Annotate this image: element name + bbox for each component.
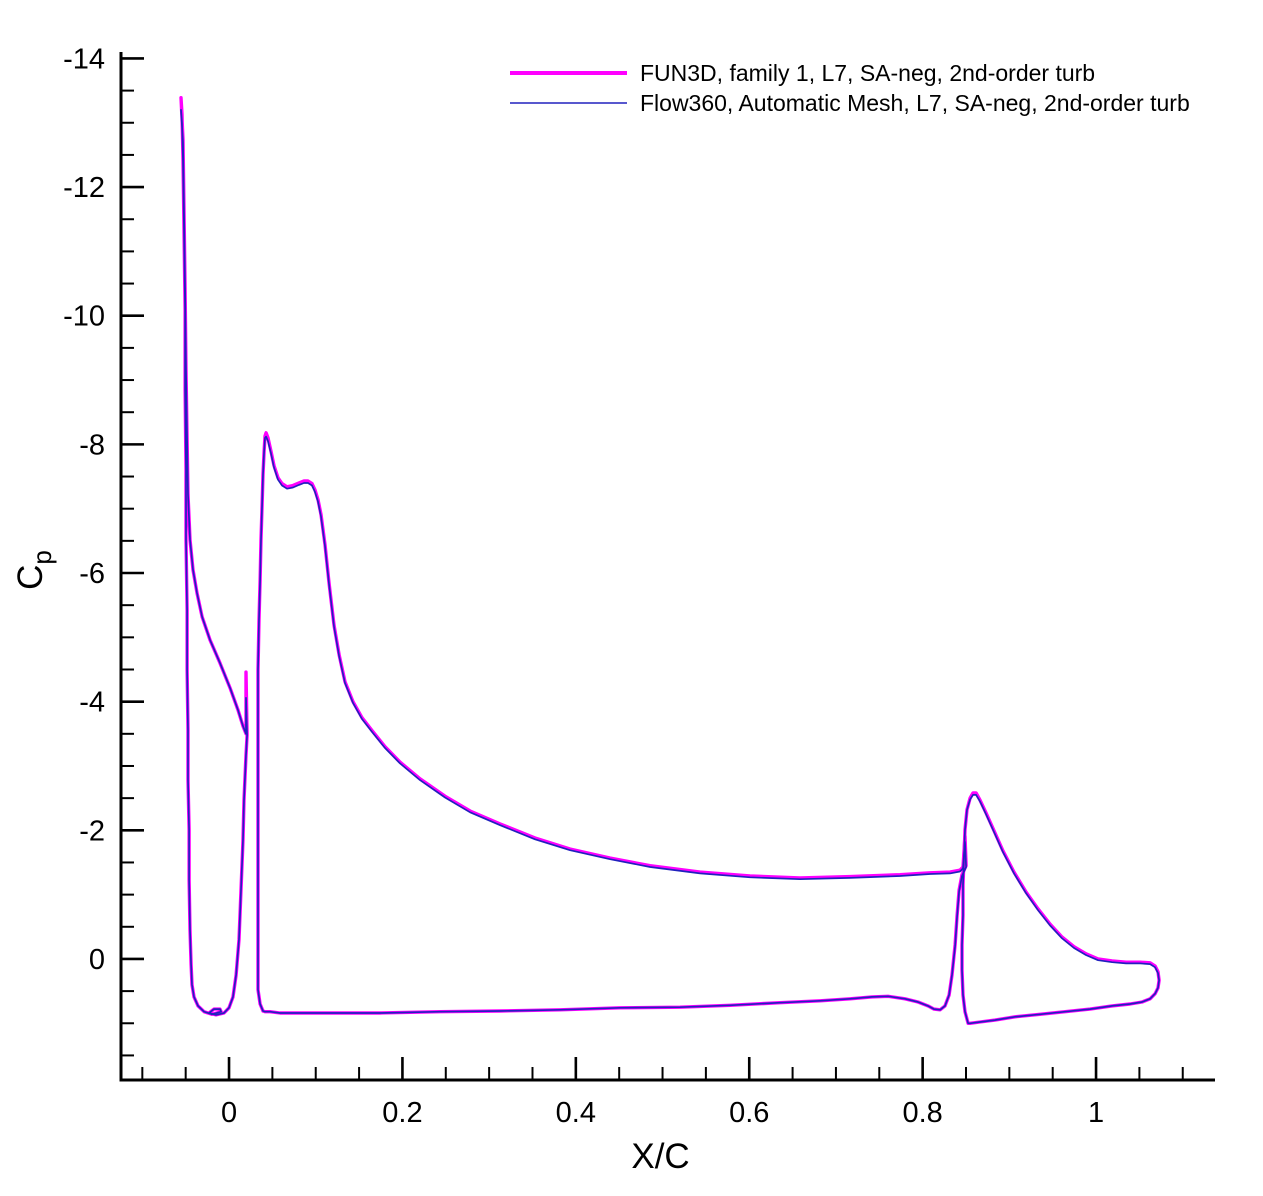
y-tick-label: -4 bbox=[79, 687, 105, 719]
series-line-flow360 bbox=[180, 109, 248, 1016]
y-axis-title: Cp bbox=[11, 550, 57, 590]
legend-label-flow360: Flow360, Automatic Mesh, L7, SA-neg, 2nd… bbox=[640, 90, 1190, 116]
y-tick-label: -2 bbox=[79, 815, 105, 847]
legend-label-fun3d: FUN3D, family 1, L7, SA-neg, 2nd-order t… bbox=[640, 60, 1095, 86]
y-tick-label: -10 bbox=[63, 301, 105, 333]
x-tick-label: 0.6 bbox=[729, 1097, 769, 1129]
x-tick-label: 0.8 bbox=[902, 1097, 942, 1129]
x-tick-label: 0 bbox=[221, 1097, 237, 1129]
y-tick-label: 0 bbox=[89, 944, 105, 976]
series-line-flow360 bbox=[257, 435, 967, 1014]
y-tick-label: -6 bbox=[79, 558, 105, 590]
x-tick-label: 0.2 bbox=[382, 1097, 422, 1129]
x-tick-label: 1 bbox=[1088, 1097, 1104, 1129]
series-line-flow360 bbox=[961, 794, 1160, 1025]
x-axis-title: X/C bbox=[631, 1137, 689, 1176]
y-tick-label: -8 bbox=[79, 429, 105, 461]
y-tick-label: -14 bbox=[63, 43, 105, 75]
x-tick-label: 0.4 bbox=[556, 1097, 596, 1129]
y-tick-label: -12 bbox=[63, 172, 105, 204]
